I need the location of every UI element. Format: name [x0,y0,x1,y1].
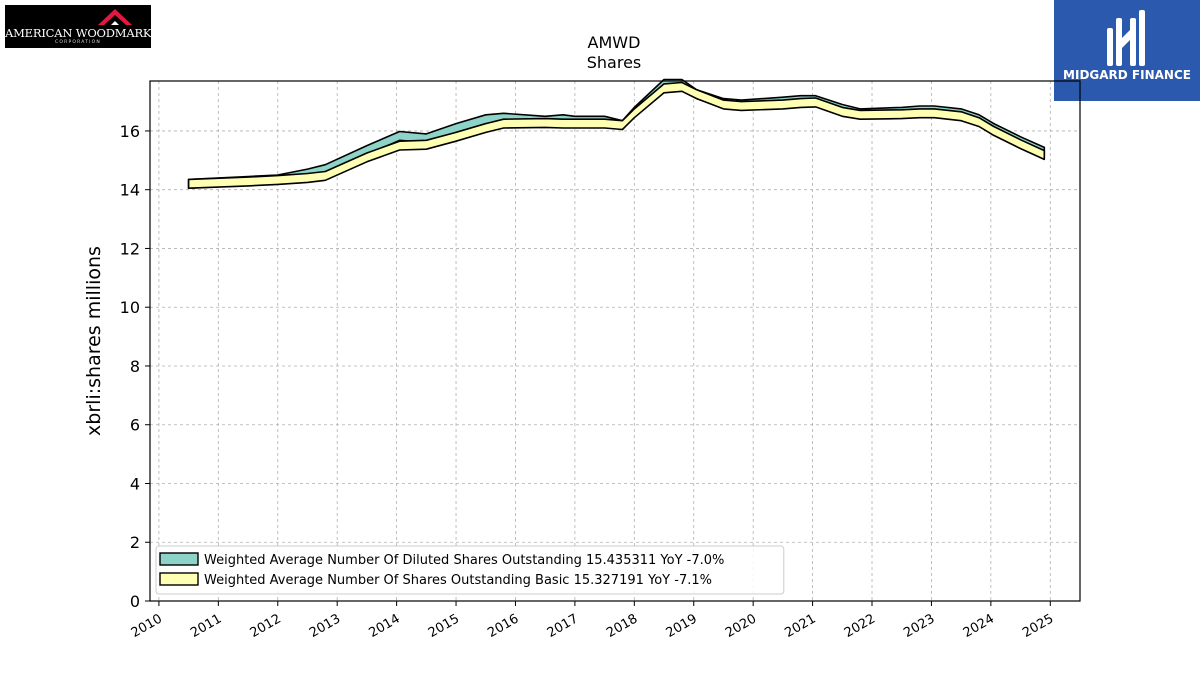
legend-swatch-1 [159,552,199,566]
house-roof-icon [98,9,132,25]
legend-label-1: Weighted Average Number Of Diluted Share… [204,553,724,568]
midgard-finance-logo: MIDGARD FINANCE [1054,0,1200,101]
y-tick-label: 12 [120,239,140,258]
american-woodmark-logo-subtext: CORPORATION [55,40,101,45]
midgard-m-icon [1107,10,1145,66]
x-axis: 2010 2011 2012 2013 2014 2015 2016 2017 2018 2019… [129,601,1056,641]
plot-frame [149,80,1081,602]
x-tick-label: 2022 [842,611,878,641]
legend-label-2: Weighted Average Number Of Shares Outsta… [204,573,712,588]
x-tick-label: 2014 [366,611,402,641]
x-tick-label: 2021 [782,611,818,641]
midgard-finance-logo-text: MIDGARD FINANCE [1063,68,1191,82]
y-axis: 0 2 4 6 8 10 12 14 16 [120,122,150,611]
y-tick-label: 4 [130,474,140,493]
plot-areas [187,78,1046,189]
x-tick-label: 2020 [723,611,759,641]
y-tick-label: 6 [130,416,140,435]
x-tick-label: 2025 [1020,611,1056,641]
grid-lines [150,81,1080,602]
x-tick-label: 2017 [545,611,581,641]
y-axis-label: xbrli:shares millions [83,246,105,436]
american-woodmark-logo-text: AMERICAN WOODMARK [5,26,152,40]
x-tick-label: 2010 [129,611,165,641]
series-area-2 [187,81,1046,189]
x-tick-label: 2011 [188,611,224,641]
x-tick-label: 2023 [901,611,937,641]
y-tick-label: 2 [130,533,140,552]
y-tick-label: 16 [120,122,140,141]
chart-subtitle: Shares [586,53,642,72]
x-tick-label: 2012 [248,611,284,641]
x-tick-label: 2013 [307,611,343,641]
chart-title: AMWD [587,33,641,52]
y-tick-label: 8 [130,357,140,376]
y-tick-label: 0 [130,592,140,611]
x-tick-label: 2019 [664,611,700,641]
x-tick-label: 2016 [485,611,521,641]
american-woodmark-logo: AMERICAN WOODMARK CORPORATION [5,5,152,48]
legend-box [155,545,785,595]
legend: Weighted Average Number Of Diluted Share… [155,545,785,595]
x-tick-label: 2024 [961,611,997,641]
x-tick-label: 2015 [426,611,462,641]
legend-swatch-2 [159,572,199,586]
y-tick-label: 10 [120,298,140,317]
x-tick-label: 2018 [604,611,640,641]
y-tick-label: 14 [120,181,140,200]
